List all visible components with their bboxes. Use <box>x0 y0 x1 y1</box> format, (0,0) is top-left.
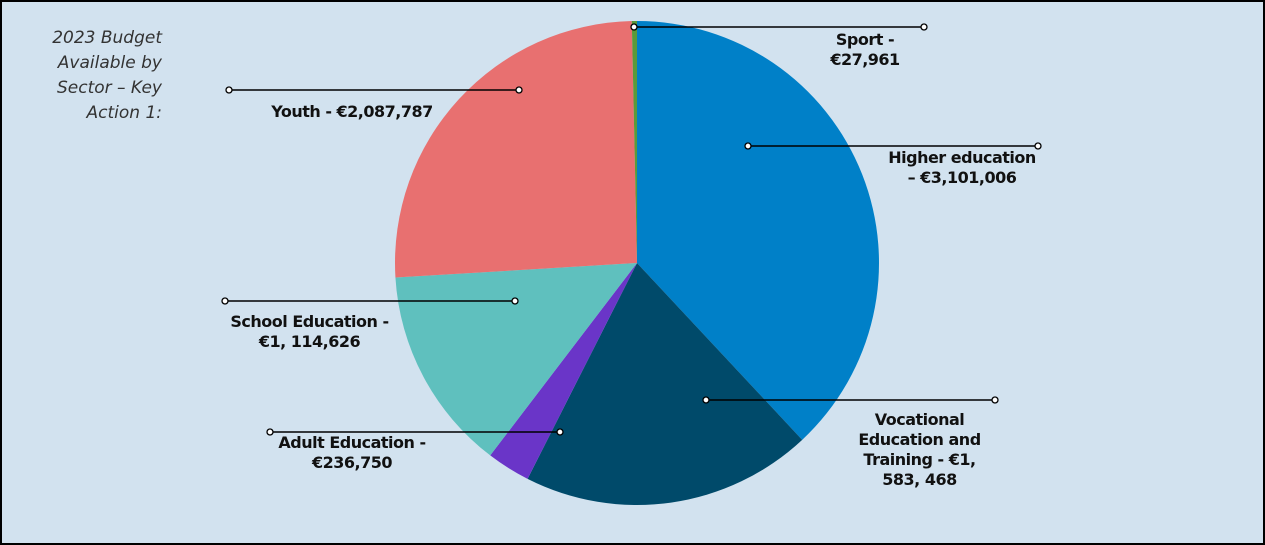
leader-dot <box>630 23 638 31</box>
pie-slice <box>395 21 637 278</box>
slice-label: School Education - €1, 114,626 <box>230 312 389 351</box>
chart-title: 2023 Budget Available by Sector – Key Ac… <box>52 28 162 123</box>
leader-dot <box>511 297 519 305</box>
leader-dot <box>515 86 523 94</box>
leader-dot <box>702 396 710 404</box>
slice-label: Adult Education - €236,750 <box>278 433 426 472</box>
pie-slice <box>527 263 803 505</box>
pie-slice <box>637 21 879 440</box>
leader-dot <box>1034 142 1042 150</box>
pie-slice <box>395 263 637 456</box>
leader-dot <box>225 86 233 94</box>
slice-label: Youth - €2,087,787 <box>271 102 433 121</box>
leader-dot <box>221 297 229 305</box>
slice-label: Vocational Education and Training - €1, … <box>858 410 981 489</box>
leader-dot <box>920 23 928 31</box>
slice-label: Sport - €27,961 <box>830 30 900 69</box>
pie-slice <box>490 263 637 479</box>
pie-slice <box>631 21 637 263</box>
leader-dot <box>556 428 564 436</box>
leader-dot <box>991 396 999 404</box>
leader-dot <box>744 142 752 150</box>
slice-label: Higher education – €3,101,006 <box>888 148 1036 187</box>
leader-dot <box>266 428 274 436</box>
